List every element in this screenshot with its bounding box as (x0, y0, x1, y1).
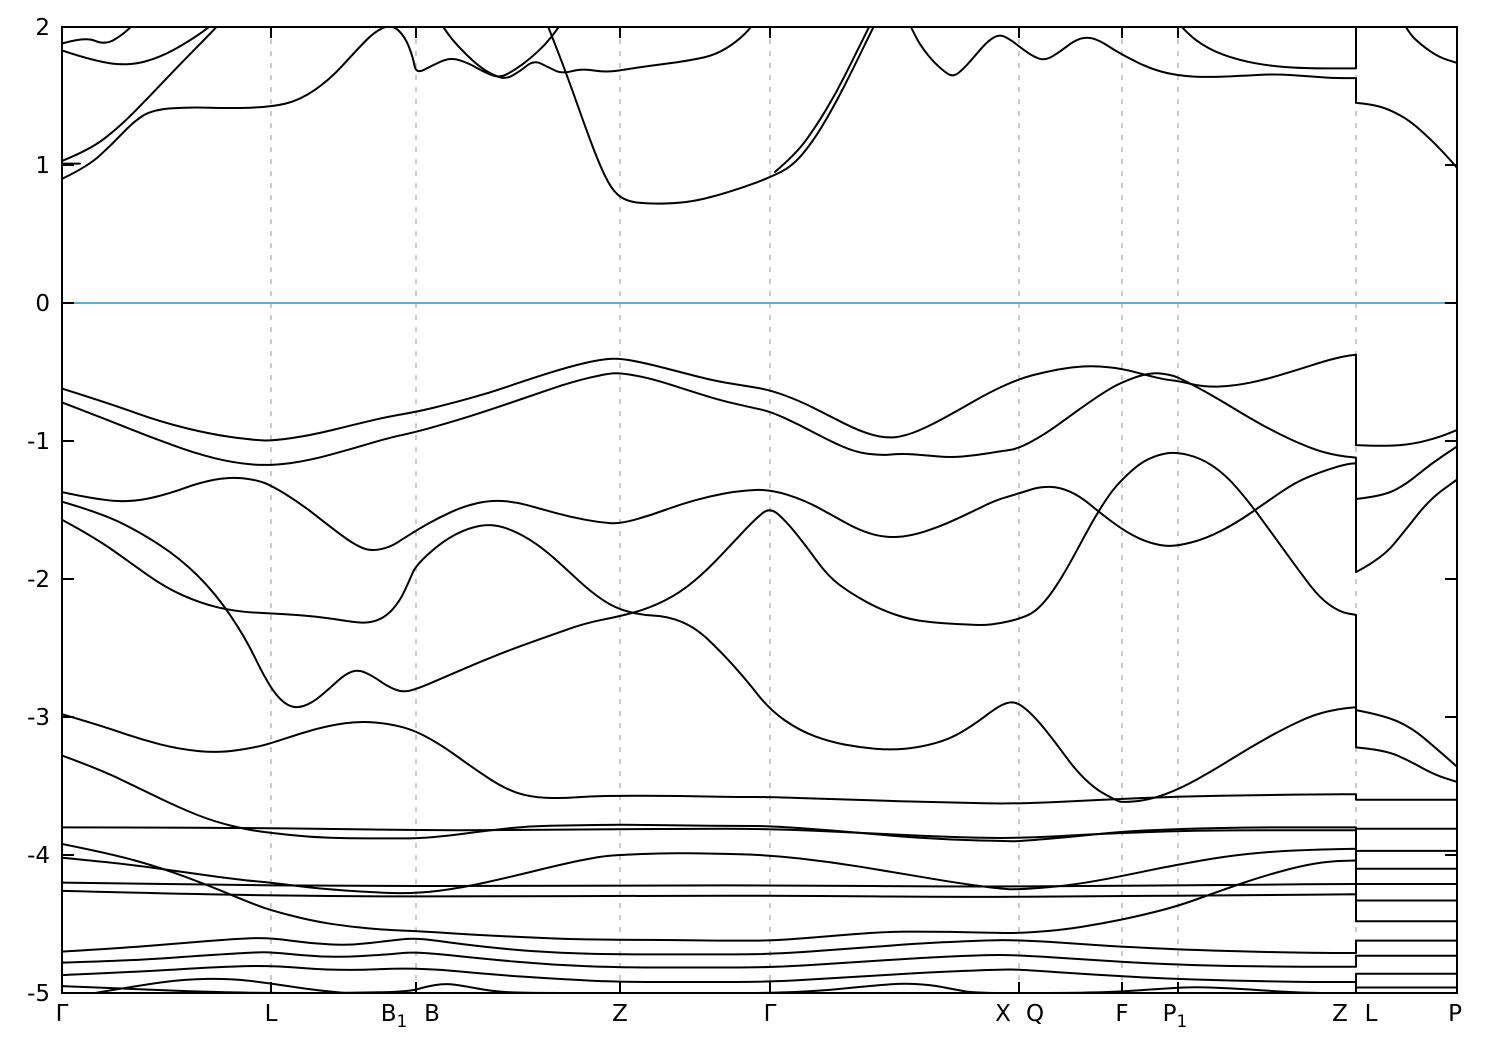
k-point-label: P (1448, 1001, 1462, 1027)
band-27 (94, 977, 346, 993)
k-point-label: X (995, 1001, 1011, 1027)
band-1 (62, 27, 133, 45)
y-tick-label: 2 (35, 15, 50, 41)
y-tick-label: -4 (27, 843, 50, 869)
band-13 (62, 462, 1457, 574)
k-point-label: B (424, 1001, 440, 1027)
plot-frame (61, 26, 1458, 994)
k-point-label: Z (1332, 1001, 1348, 1027)
band-22 (62, 843, 1457, 942)
y-tick-label: -2 (27, 567, 50, 593)
k-point-label: B1 (381, 1001, 408, 1032)
y-tick-label: 0 (35, 291, 50, 317)
band-15 (62, 518, 1457, 803)
band-2 (62, 27, 211, 66)
band-curves (62, 27, 1457, 993)
band-9 (1180, 27, 1357, 70)
band-11 (62, 353, 1457, 447)
k-point-label: Z (612, 1001, 628, 1027)
gridlines (270, 27, 1357, 993)
band-7 (774, 27, 871, 173)
band-10 (1404, 27, 1457, 64)
k-point-label: L (265, 1001, 278, 1027)
k-point-label: Γ (56, 1001, 69, 1027)
band-18 (62, 826, 1457, 852)
k-point-label: F (1115, 1001, 1128, 1027)
band-8 (909, 27, 1457, 169)
band-14 (62, 451, 1457, 768)
band-19 (62, 847, 1457, 895)
band-12 (62, 372, 1457, 500)
band-24 (62, 951, 1457, 969)
band-20 (62, 881, 1457, 888)
y-tick-label: -5 (27, 981, 50, 1007)
band-4 (62, 27, 560, 180)
k-point-label: P1 (1163, 1001, 1188, 1032)
y-tick-label: -1 (27, 429, 50, 455)
band-6 (442, 27, 753, 79)
band-21 (62, 889, 1457, 902)
plot-border (61, 26, 1458, 994)
k-point-label: Q (1026, 1001, 1044, 1027)
y-tick-label: -3 (27, 705, 50, 731)
band-16 (62, 713, 1457, 805)
band-5 (547, 27, 875, 205)
band-3 (62, 27, 218, 162)
k-point-label: Γ (764, 1001, 777, 1027)
k-point-label: L (1365, 1001, 1378, 1027)
band-25 (62, 964, 1457, 984)
axis-labels: 210-1-2-3-4-5Γ L B1 B Z Γ X Q F P1 Z L P (27, 15, 1462, 1032)
y-tick-label: 1 (35, 153, 50, 179)
band-23 (62, 937, 1457, 956)
